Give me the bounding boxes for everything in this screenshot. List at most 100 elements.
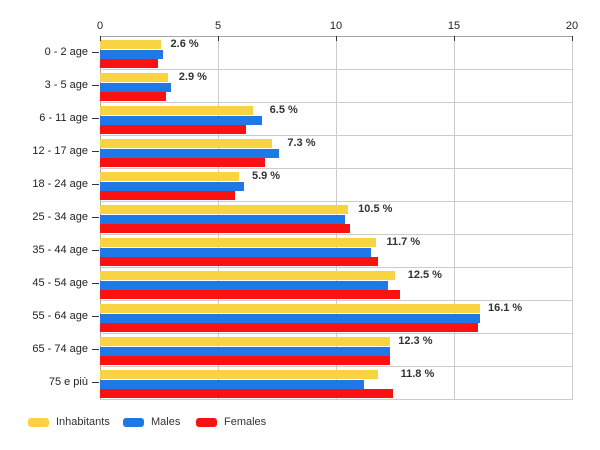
bar-value-label: 11.8 % (400, 368, 435, 380)
category-label: 18 - 24 age (32, 178, 88, 190)
bar-males (100, 115, 262, 125)
legend: Inhabitants Males Females (0, 414, 600, 430)
category-tick (92, 217, 99, 218)
bar-males (100, 181, 244, 191)
legend-label-females: Females (224, 416, 267, 428)
category-label: 75 e più (48, 376, 88, 388)
gridline-vertical (454, 37, 455, 400)
legend-item-males: Males (123, 414, 180, 430)
bar-males (100, 82, 171, 92)
bar-inhabitants (100, 370, 379, 379)
bar-females (100, 389, 393, 398)
x-axis-label: 5 (214, 20, 222, 32)
category-tick (92, 118, 99, 119)
category-row: 11.7 % (100, 235, 572, 268)
x-axis-label: 15 (447, 20, 461, 32)
bar-males (100, 379, 365, 389)
bar-inhabitants (100, 40, 162, 49)
category-label: 25 - 34 age (32, 211, 88, 223)
bar-inhabitants (100, 271, 395, 280)
bar-value-label: 5.9 % (251, 170, 281, 182)
category-label: 45 - 54 age (32, 277, 88, 289)
gridline-vertical (572, 37, 573, 400)
bar-inhabitants (100, 73, 169, 82)
category-tick (92, 382, 99, 383)
bar-females (100, 158, 266, 167)
x-axis-label: 20 (565, 20, 579, 32)
bar-value-label: 2.9 % (178, 71, 207, 83)
legend-swatch-males (123, 417, 144, 427)
legend-swatch-females (196, 417, 217, 427)
bar-females (100, 356, 391, 365)
bar-males (100, 346, 391, 356)
plot-area: 2.6 % 2.9 % 6.5 % 7.3 % 5.9 % 10.5 % 11.7 % 12.… (100, 36, 573, 400)
category-label: 12 - 17 age (32, 145, 88, 157)
category-tick (92, 151, 99, 152)
bar-females (100, 323, 478, 332)
legend-swatch-inhabitants (28, 417, 49, 427)
bar-males (100, 313, 480, 323)
category-tick (92, 316, 99, 317)
category-label: 0 - 2 age (44, 46, 88, 58)
category-label: 6 - 11 age (39, 112, 88, 124)
category-row: 2.6 % (100, 37, 572, 70)
bar-value-label: 16.1 % (487, 302, 523, 314)
x-axis-label: 10 (329, 20, 343, 32)
category-tick (92, 283, 99, 284)
bar-females (100, 59, 158, 68)
x-tick-mark (454, 36, 455, 41)
bar-value-label: 6.5 % (269, 104, 298, 116)
category-tick (92, 184, 99, 185)
bar-females (100, 92, 167, 101)
x-tick-mark (218, 36, 219, 41)
category-row: 2.9 % (100, 70, 572, 103)
category-label: 55 - 64 age (32, 310, 88, 322)
bar-value-label: 12.3 % (398, 335, 433, 347)
bar-value-label: 10.5 % (358, 203, 393, 215)
category-row: 6.5 % (100, 103, 572, 136)
category-row: 12.3 % (100, 334, 572, 367)
bar-females (100, 257, 379, 266)
category-row: 16.1 % (100, 301, 572, 334)
bar-males (100, 280, 388, 290)
bar-value-label: 2.6 % (170, 38, 199, 50)
bar-inhabitants (100, 172, 240, 181)
bar-females (100, 224, 351, 233)
bar-inhabitants (100, 238, 377, 247)
bar-value-label: 12.5 % (407, 269, 442, 281)
bar-inhabitants (100, 106, 254, 115)
legend-item-females: Females (196, 414, 266, 430)
legend-item-inhabitants: Inhabitants (28, 414, 110, 430)
bar-females (100, 125, 247, 134)
legend-label-males: Males (151, 416, 181, 428)
x-tick-mark (100, 36, 101, 41)
bar-males (100, 148, 280, 158)
bar-males (100, 214, 346, 224)
bar-value-label: 7.3 % (287, 137, 316, 149)
bar-inhabitants (100, 337, 391, 346)
bar-inhabitants (100, 205, 348, 214)
x-axis-label: 0 (96, 20, 104, 32)
category-row: 7.3 % (100, 136, 572, 169)
category-row: 11.8 % (100, 367, 572, 400)
category-row: 12.5 % (100, 268, 572, 301)
category-row: 5.9 % (100, 169, 572, 202)
category-label: 35 - 44 age (32, 244, 88, 256)
bar-males (100, 247, 372, 257)
category-label: 65 - 74 age (32, 343, 88, 355)
category-row: 10.5 % (100, 202, 572, 235)
x-tick-mark (336, 36, 337, 41)
category-tick (92, 250, 99, 251)
x-tick-mark (572, 36, 573, 41)
category-tick (92, 349, 99, 350)
category-tick (92, 52, 99, 53)
category-label: 3 - 5 age (44, 79, 88, 91)
bar-inhabitants (100, 304, 480, 313)
bar-males (100, 49, 163, 59)
category-tick (92, 85, 99, 86)
bar-females (100, 191, 235, 200)
bar-females (100, 290, 400, 299)
bar-inhabitants (100, 139, 273, 148)
bar-value-label: 11.7 % (386, 236, 421, 248)
